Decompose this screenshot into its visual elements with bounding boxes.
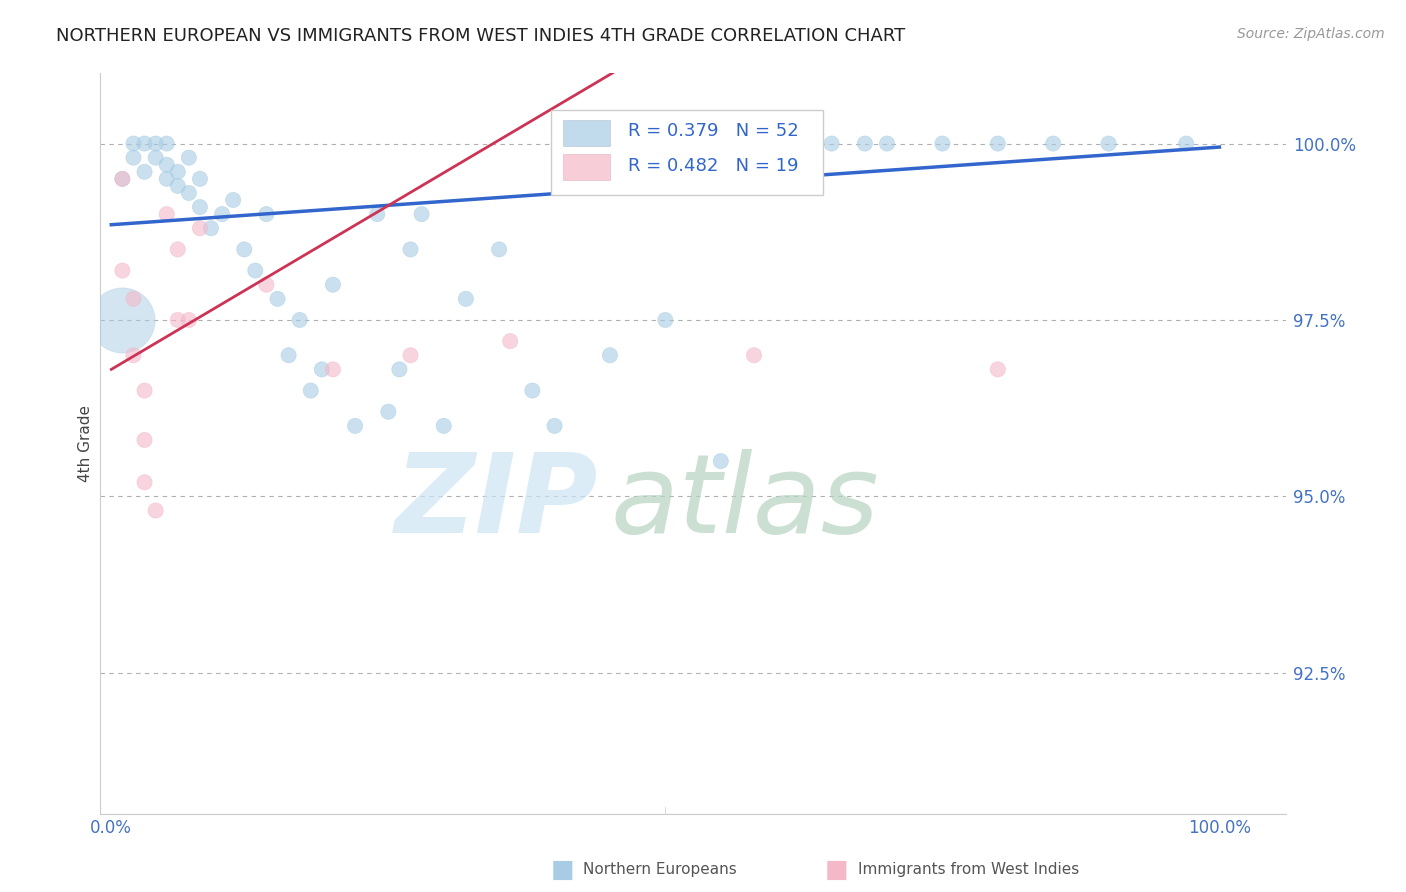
Point: [543, 418, 565, 433]
Point: [377, 405, 399, 419]
Point: [211, 207, 233, 221]
Point: [1042, 136, 1064, 151]
Text: Source: ZipAtlas.com: Source: ZipAtlas.com: [1237, 27, 1385, 41]
Point: [111, 263, 134, 277]
Point: [111, 171, 134, 186]
Point: [134, 475, 156, 490]
Point: [311, 362, 333, 376]
Text: R = 0.379   N = 52: R = 0.379 N = 52: [628, 122, 799, 140]
Point: [931, 136, 953, 151]
Point: [388, 362, 411, 376]
Point: [710, 454, 733, 468]
Text: Northern Europeans: Northern Europeans: [583, 863, 737, 877]
Point: [288, 313, 311, 327]
Point: [166, 178, 188, 193]
Point: [488, 243, 510, 257]
Point: [245, 263, 267, 277]
FancyBboxPatch shape: [562, 154, 610, 180]
Point: [399, 348, 422, 362]
Point: [499, 334, 522, 348]
Text: R = 0.482   N = 19: R = 0.482 N = 19: [628, 157, 799, 175]
Point: [145, 136, 167, 151]
Point: [233, 243, 256, 257]
Point: [122, 348, 145, 362]
Text: ■: ■: [825, 858, 848, 881]
Point: [145, 151, 167, 165]
Text: NORTHERN EUROPEAN VS IMMIGRANTS FROM WEST INDIES 4TH GRADE CORRELATION CHART: NORTHERN EUROPEAN VS IMMIGRANTS FROM WES…: [56, 27, 905, 45]
Point: [1175, 136, 1198, 151]
Point: [200, 221, 222, 235]
Point: [111, 171, 134, 186]
Point: [254, 207, 277, 221]
Text: ■: ■: [551, 858, 574, 881]
Point: [344, 418, 367, 433]
Point: [876, 136, 898, 151]
Point: [188, 200, 211, 214]
Point: [156, 207, 179, 221]
Text: Immigrants from West Indies: Immigrants from West Indies: [858, 863, 1078, 877]
Point: [853, 136, 876, 151]
Point: [799, 136, 821, 151]
Point: [134, 433, 156, 447]
Point: [177, 313, 200, 327]
Point: [122, 151, 145, 165]
Point: [122, 292, 145, 306]
FancyBboxPatch shape: [562, 120, 610, 145]
Point: [654, 313, 676, 327]
Point: [299, 384, 322, 398]
Text: atlas: atlas: [610, 450, 879, 557]
Point: [145, 503, 167, 517]
Point: [122, 136, 145, 151]
Point: [156, 136, 179, 151]
Point: [366, 207, 388, 221]
Point: [134, 165, 156, 179]
Point: [166, 243, 188, 257]
Point: [322, 362, 344, 376]
Point: [599, 348, 621, 362]
Point: [454, 292, 477, 306]
Point: [188, 221, 211, 235]
Point: [399, 243, 422, 257]
Point: [177, 186, 200, 200]
Point: [522, 384, 544, 398]
Point: [166, 165, 188, 179]
Point: [987, 136, 1010, 151]
Point: [134, 136, 156, 151]
Point: [820, 136, 842, 151]
Point: [111, 313, 134, 327]
Point: [1097, 136, 1119, 151]
Point: [134, 384, 156, 398]
Point: [156, 158, 179, 172]
Y-axis label: 4th Grade: 4th Grade: [79, 405, 93, 482]
Point: [254, 277, 277, 292]
Point: [166, 313, 188, 327]
Point: [322, 277, 344, 292]
Point: [277, 348, 299, 362]
Point: [987, 362, 1010, 376]
Point: [433, 418, 456, 433]
Point: [156, 171, 179, 186]
Text: ZIP: ZIP: [395, 450, 598, 557]
Point: [742, 348, 765, 362]
Point: [177, 151, 200, 165]
Point: [188, 171, 211, 186]
Point: [222, 193, 245, 207]
FancyBboxPatch shape: [551, 110, 824, 195]
Point: [266, 292, 288, 306]
Point: [765, 136, 787, 151]
Point: [411, 207, 433, 221]
